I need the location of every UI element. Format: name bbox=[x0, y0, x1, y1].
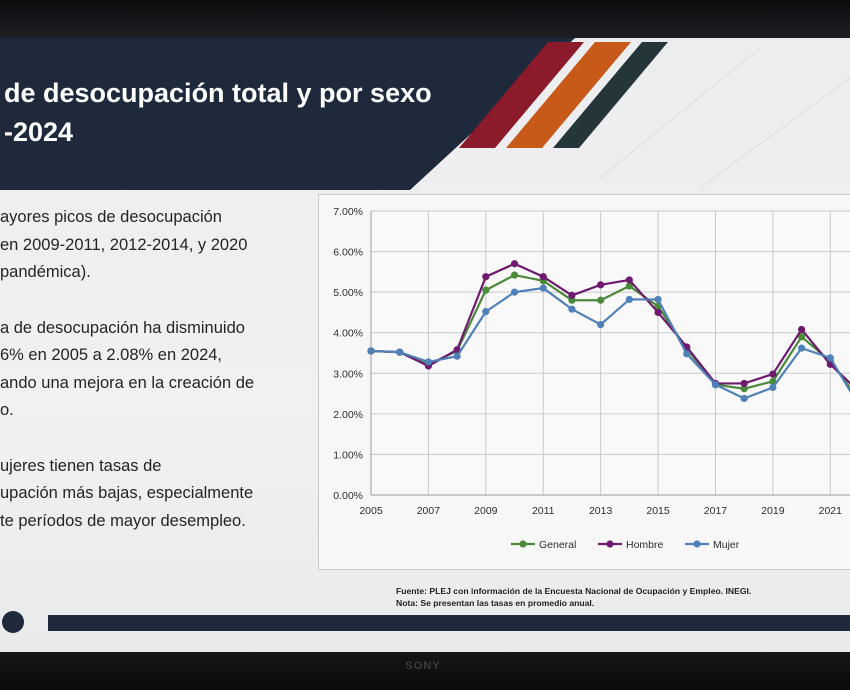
x-tick-label: 2015 bbox=[646, 505, 670, 517]
point-mujer bbox=[826, 354, 834, 362]
x-tick-label: 2009 bbox=[474, 505, 498, 517]
source-line: Fuente: PLEJ con información de la Encue… bbox=[396, 586, 752, 596]
stripe-orange bbox=[506, 42, 631, 148]
legend-label-hombre: Hombre bbox=[626, 539, 664, 551]
point-hombre bbox=[740, 379, 748, 388]
x-tick-label: 2021 bbox=[819, 505, 843, 517]
y-tick-label: 5.00% bbox=[333, 287, 363, 299]
series-line-hombre bbox=[370, 262, 850, 385]
legend-marker-hombre bbox=[606, 540, 614, 548]
point-general bbox=[482, 286, 490, 294]
bullet-3: ujeres tienen tasas de upación más bajas… bbox=[0, 453, 320, 536]
x-tick-label: 2019 bbox=[761, 505, 785, 517]
point-general bbox=[740, 385, 748, 393]
slide-title-line1: de desocupación total y por sexo bbox=[4, 78, 432, 108]
bullet-1-line-3: pandémica). bbox=[0, 263, 91, 281]
point-general bbox=[597, 296, 605, 304]
point-mujer bbox=[396, 348, 404, 356]
x-tick-label: 2017 bbox=[704, 505, 728, 517]
legend-marker-mujer bbox=[693, 540, 701, 548]
footer-circle bbox=[2, 611, 24, 633]
point-hombre bbox=[597, 281, 605, 289]
x-tick-label: 2005 bbox=[359, 505, 383, 517]
point-hombre bbox=[769, 370, 777, 378]
slide-title-line2: -2024 bbox=[4, 117, 74, 147]
point-hombre bbox=[654, 308, 662, 317]
point-general bbox=[510, 271, 519, 279]
point-mujer bbox=[769, 383, 777, 392]
point-mujer bbox=[510, 288, 519, 296]
bullet-1-line-1: ayores picos de desocupación bbox=[0, 208, 222, 226]
line-chart: 0.00% 1.00% 2.00% 3.00% 4.00% 5.00% 6.00% 7.00%… bbox=[333, 206, 850, 551]
y-tick-label: 6.00% bbox=[333, 247, 363, 259]
note-line: Nota: Se presentan las tasas en promedio… bbox=[396, 597, 595, 608]
bullet-2-line-3: ando una mejora en la creación de bbox=[0, 373, 255, 392]
bullet-list: ayores picos de desocupación en 2009-201… bbox=[0, 204, 320, 563]
plot-area bbox=[371, 211, 850, 495]
point-mujer bbox=[683, 350, 691, 358]
monitor-bezel-bottom bbox=[0, 652, 850, 690]
y-tick-label: 2.00% bbox=[333, 409, 363, 421]
point-hombre bbox=[797, 325, 806, 334]
point-mujer bbox=[654, 295, 662, 304]
point-mujer bbox=[424, 358, 433, 366]
legend-label-mujer: Mujer bbox=[713, 539, 740, 551]
y-tick-label: 4.00% bbox=[333, 328, 363, 340]
point-mujer bbox=[539, 284, 547, 292]
y-tick-label: 7.00% bbox=[333, 206, 363, 218]
monitor-bezel-top bbox=[0, 0, 850, 40]
point-mujer bbox=[740, 394, 748, 403]
series-line-mujer bbox=[370, 286, 850, 400]
footer-bar bbox=[48, 615, 850, 631]
point-mujer bbox=[625, 295, 633, 304]
bullet-2-line-2: 6% en 2005 a 2.08% en 2024, bbox=[0, 346, 223, 364]
point-hombre bbox=[510, 260, 519, 268]
title-banner bbox=[0, 38, 850, 190]
bullet-1-line-2: en 2009-2011, 2012-2014, y 2020 bbox=[0, 235, 248, 254]
point-hombre bbox=[625, 276, 633, 284]
point-mujer bbox=[597, 321, 605, 329]
bullet-2-line-1: a de desocupación ha disminuido bbox=[0, 318, 245, 337]
bullet-3-line-1: ujeres tienen tasas de bbox=[0, 456, 162, 475]
stripe-red bbox=[459, 42, 584, 148]
source-note: Fuente: PLEJ con información de la Encue… bbox=[396, 586, 751, 609]
bullet-3-line-3: te períodos de mayor desempleo. bbox=[0, 511, 246, 530]
point-hombre bbox=[539, 273, 547, 281]
point-hombre bbox=[482, 273, 490, 281]
bullet-2: a de desocupación ha disminuido 6% en 20… bbox=[0, 315, 320, 425]
point-mujer bbox=[367, 347, 375, 355]
slide-screen: de desocupación total y por sexo -2024 a… bbox=[0, 38, 850, 652]
point-mujer bbox=[453, 352, 461, 360]
x-tick-label: 2007 bbox=[417, 505, 441, 517]
y-tick-label: 1.00% bbox=[333, 449, 363, 461]
monitor-brand-logo: SONY bbox=[405, 660, 441, 672]
y-tick-label: 3.00% bbox=[333, 368, 363, 380]
slide-title: de desocupación total y por sexo -2024 bbox=[4, 74, 432, 152]
bullet-2-line-4: o. bbox=[0, 401, 14, 419]
point-mujer bbox=[711, 381, 720, 389]
bullet-1: ayores picos de desocupación en 2009-201… bbox=[0, 204, 320, 287]
chart-panel: 0.00% 1.00% 2.00% 3.00% 4.00% 5.00% 6.00% 7.00%… bbox=[318, 194, 850, 570]
y-tick-label: 0.00% bbox=[333, 490, 363, 502]
point-hombre bbox=[568, 291, 576, 299]
point-mujer bbox=[482, 308, 490, 316]
title-banner-shape bbox=[0, 38, 575, 190]
x-tick-label: 2011 bbox=[532, 505, 555, 517]
point-general bbox=[797, 333, 806, 341]
legend-marker-general bbox=[519, 540, 527, 548]
stripe-dark bbox=[553, 42, 668, 148]
x-tick-label: 2013 bbox=[589, 505, 613, 517]
bullet-3-line-2: upación más bajas, especialmente bbox=[0, 484, 254, 502]
point-mujer bbox=[568, 305, 576, 313]
point-mujer bbox=[797, 344, 806, 352]
legend-label-general: General bbox=[539, 539, 576, 551]
point-general bbox=[625, 282, 633, 290]
